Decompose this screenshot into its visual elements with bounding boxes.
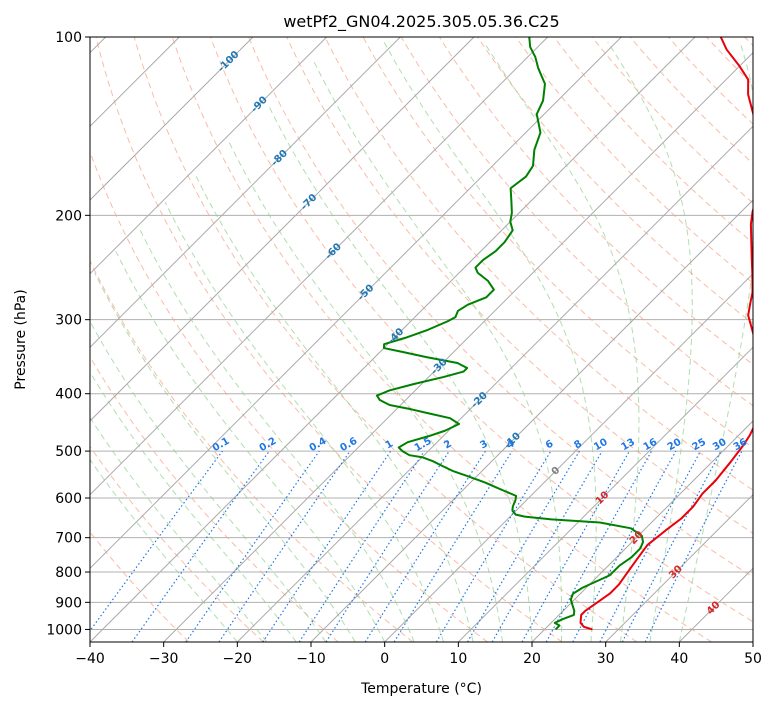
x-tick-label: −10 — [296, 651, 326, 667]
y-tick-label: 100 — [55, 30, 82, 46]
x-tick-label: −40 — [75, 651, 105, 667]
x-tick-label: 10 — [449, 651, 467, 667]
y-tick-label: 200 — [55, 208, 82, 224]
y-tick-label: 500 — [55, 444, 82, 460]
x-tick-label: 40 — [670, 651, 688, 667]
y-tick-label: 600 — [55, 491, 82, 507]
x-axis-label: Temperature (°C) — [360, 681, 482, 697]
x-tick-label: −30 — [149, 651, 179, 667]
x-tick-label: 0 — [380, 651, 389, 667]
y-axis-label: Pressure (hPa) — [13, 289, 29, 389]
y-tick-label: 900 — [55, 595, 82, 611]
x-tick-label: 50 — [744, 651, 762, 667]
y-tick-label: 400 — [55, 387, 82, 403]
y-tick-label: 300 — [55, 313, 82, 329]
y-tick-label: 1000 — [46, 622, 82, 638]
x-tick-label: −20 — [223, 651, 253, 667]
y-tick-label: 700 — [55, 531, 82, 547]
y-tick-label: 800 — [55, 565, 82, 581]
x-tick-label: 20 — [523, 651, 541, 667]
x-tick-label: 30 — [597, 651, 615, 667]
chart-title: wetPf2_GN04.2025.305.05.36.C25 — [283, 12, 559, 32]
